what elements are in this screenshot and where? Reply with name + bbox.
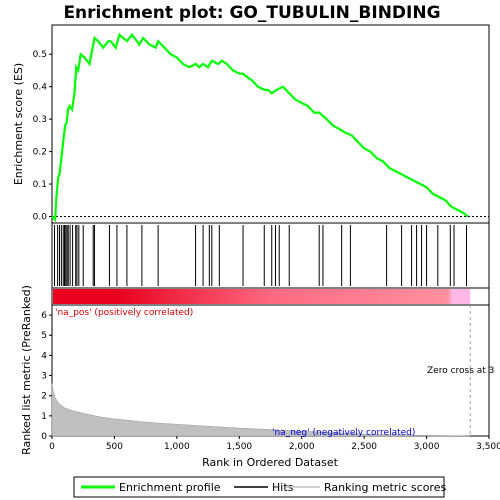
ranking-axis-label: Ranked list metric (PreRanked) bbox=[20, 285, 33, 455]
es-y-tick-label: 0.4 bbox=[33, 83, 48, 93]
rank-y-tick-label: 1 bbox=[41, 412, 47, 422]
hits-panel-frame bbox=[51, 222, 490, 289]
es-y-tick-label: 0.1 bbox=[33, 180, 47, 190]
colorbar-layer bbox=[53, 289, 471, 304]
chart-title: Enrichment plot: GO_TUBULIN_BINDING bbox=[63, 3, 440, 23]
x-tick-label: 2,000 bbox=[289, 442, 315, 452]
rank-y-tick-label: 4 bbox=[41, 351, 47, 361]
x-tick-label: 500 bbox=[106, 442, 123, 452]
ranking-layer bbox=[51, 305, 471, 437]
enrichment-layer bbox=[51, 32, 489, 223]
rank-y-tick-label: 6 bbox=[41, 311, 47, 321]
x-tick-label: 1,500 bbox=[226, 442, 252, 452]
neg-correlated-label: 'na_neg' (negatively correlated) bbox=[272, 428, 415, 438]
rank-y-tick-label: 2 bbox=[41, 392, 47, 402]
es-y-tick-label: 0.2 bbox=[33, 148, 47, 158]
enrichment-panel-frame bbox=[51, 24, 490, 224]
x-tick-label: 3,000 bbox=[414, 442, 440, 452]
rank-y-tick-label: 5 bbox=[41, 331, 47, 341]
x-tick-label: 2,500 bbox=[351, 442, 377, 452]
x-tick-label: 0 bbox=[49, 442, 55, 452]
ranking-panel-frame bbox=[51, 304, 490, 437]
enrichment-profile-line bbox=[51, 32, 469, 223]
es-y-tick-label: 0.0 bbox=[33, 213, 48, 223]
rank-y-tick-label: 3 bbox=[41, 372, 47, 382]
x-tick-label: 3,500 bbox=[476, 442, 500, 452]
x-axis-label: Rank in Ordered Dataset bbox=[202, 456, 339, 469]
legend-label-hits: Hits bbox=[272, 481, 294, 494]
es-y-tick-label: 0.3 bbox=[33, 115, 47, 125]
rank-y-tick-label: 0 bbox=[41, 432, 47, 442]
axis-layer: 0.0 0.1 0.2 0.3 0.4 0.5 0 1 2 3 4 5 6 0 500 1,000 1,500 2… bbox=[33, 50, 500, 452]
legend-label-enrichment: Enrichment profile bbox=[119, 481, 221, 494]
hits-layer bbox=[53, 225, 468, 286]
zero-cross-label: Zero cross at 3 bbox=[427, 366, 494, 376]
es-y-tick-label: 0.5 bbox=[33, 50, 47, 60]
x-tick-label: 1,000 bbox=[164, 442, 190, 452]
es-axis-label: Enrichment score (ES) bbox=[12, 63, 25, 185]
legend: Enrichment profile Hits Ranking metric s… bbox=[73, 476, 446, 498]
pos-correlated-label: 'na_pos' (positively correlated) bbox=[55, 308, 193, 318]
legend-label-ranking: Ranking metric scores bbox=[324, 481, 446, 494]
colorbar-positive bbox=[53, 289, 471, 304]
ranking-metric-area bbox=[51, 383, 471, 437]
